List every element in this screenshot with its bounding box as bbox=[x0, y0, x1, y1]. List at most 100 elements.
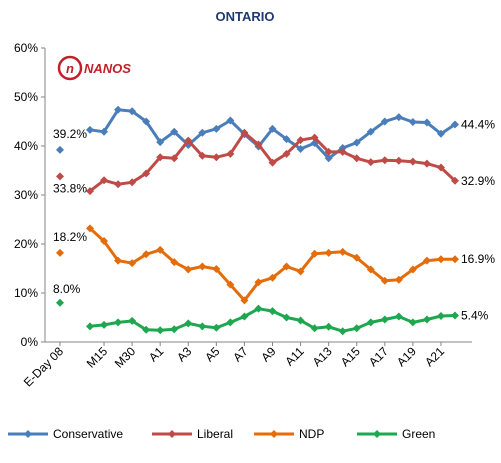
point-green bbox=[310, 324, 319, 333]
point-ndp bbox=[142, 250, 151, 259]
legend-label-green: Green bbox=[402, 427, 435, 441]
point-ndp bbox=[324, 248, 333, 257]
legend-label-ndp: NDP bbox=[299, 427, 324, 441]
legend-marker-liberal bbox=[168, 430, 176, 438]
point-ndp bbox=[156, 245, 165, 254]
point-conservative bbox=[394, 113, 403, 122]
baseline-point-liberal bbox=[56, 172, 64, 181]
point-conservative bbox=[422, 118, 431, 127]
point-ndp bbox=[254, 278, 263, 287]
point-conservative bbox=[86, 125, 94, 134]
point-liberal bbox=[240, 128, 249, 137]
point-liberal bbox=[338, 147, 347, 156]
point-ndp bbox=[394, 275, 403, 284]
point-green bbox=[226, 318, 235, 327]
point-green bbox=[114, 318, 123, 327]
y-tick-label: 50% bbox=[14, 90, 38, 104]
baseline-point-conservative bbox=[56, 145, 64, 154]
point-green bbox=[436, 312, 445, 321]
point-ndp bbox=[184, 265, 193, 274]
baseline-point-green bbox=[56, 298, 64, 307]
point-ndp bbox=[436, 255, 445, 264]
x-tick-label: A5 bbox=[202, 344, 223, 365]
point-green bbox=[198, 322, 207, 331]
x-tick-label: E-Day 08 bbox=[21, 344, 67, 390]
point-liberal bbox=[352, 154, 361, 163]
x-tick-label: A9 bbox=[258, 344, 279, 365]
point-liberal bbox=[226, 149, 235, 158]
baseline-label-green: 8.0% bbox=[53, 282, 81, 296]
point-liberal bbox=[142, 169, 151, 178]
baseline-label-liberal: 33.8% bbox=[53, 181, 87, 195]
svg-text:n: n bbox=[66, 61, 74, 76]
point-green bbox=[324, 322, 333, 331]
point-conservative bbox=[170, 127, 179, 136]
point-conservative bbox=[296, 144, 305, 153]
point-ndp bbox=[170, 258, 179, 267]
legend-label-liberal: Liberal bbox=[197, 427, 233, 441]
series-line-ndp bbox=[88, 227, 455, 302]
point-liberal bbox=[268, 158, 277, 167]
x-tick-label: A13 bbox=[310, 344, 335, 369]
x-tick-label: A15 bbox=[338, 344, 363, 369]
point-liberal bbox=[282, 149, 291, 158]
point-conservative bbox=[352, 138, 361, 147]
point-liberal bbox=[184, 136, 193, 145]
point-liberal bbox=[170, 154, 179, 163]
y-tick-label: 60% bbox=[14, 41, 38, 55]
y-tick-label: 20% bbox=[14, 237, 38, 251]
x-tick-label: A3 bbox=[174, 344, 195, 365]
point-green bbox=[170, 325, 179, 334]
point-green bbox=[184, 319, 193, 328]
latest-label-green: 5.4% bbox=[461, 309, 489, 323]
point-green bbox=[422, 315, 431, 324]
point-green bbox=[100, 320, 109, 329]
point-liberal bbox=[408, 157, 417, 166]
x-tick-label: M30 bbox=[112, 344, 139, 371]
latest-label-conservative: 44.4% bbox=[461, 117, 495, 131]
x-tick-label: A1 bbox=[146, 344, 167, 365]
x-tick-label: A19 bbox=[394, 344, 419, 369]
point-ndp bbox=[422, 256, 431, 265]
point-conservative bbox=[226, 116, 235, 125]
x-tick-label: A21 bbox=[422, 344, 447, 369]
x-tick-label: A7 bbox=[230, 344, 251, 365]
baseline-label-conservative: 39.2% bbox=[53, 127, 87, 141]
point-conservative bbox=[100, 127, 109, 136]
baseline-point-ndp bbox=[56, 248, 64, 257]
point-ndp bbox=[268, 273, 277, 282]
point-liberal bbox=[380, 156, 389, 165]
point-ndp bbox=[282, 262, 291, 271]
axes: 0% 10% 20% 30% 40% 50% 60% E-Day 08 M15 M30 A1 A3 A5… bbox=[14, 41, 472, 389]
point-liberal bbox=[114, 180, 123, 189]
point-ndp bbox=[198, 262, 207, 271]
point-green bbox=[268, 307, 277, 316]
point-conservative bbox=[268, 124, 277, 133]
point-ndp bbox=[226, 280, 235, 289]
point-ndp bbox=[366, 265, 375, 274]
point-ndp bbox=[114, 256, 123, 265]
point-green bbox=[240, 312, 249, 321]
point-green bbox=[296, 316, 305, 325]
point-liberal bbox=[310, 133, 319, 142]
point-liberal bbox=[296, 136, 305, 145]
point-ndp bbox=[296, 267, 305, 276]
point-conservative bbox=[282, 135, 291, 144]
point-conservative bbox=[142, 117, 151, 126]
point-green bbox=[86, 322, 94, 331]
point-liberal bbox=[324, 147, 333, 156]
chart-title: ONTARIO bbox=[216, 9, 275, 24]
baseline-label-ndp: 18.2% bbox=[53, 230, 87, 244]
point-liberal bbox=[254, 140, 263, 149]
y-tick-label: 10% bbox=[14, 286, 38, 300]
point-liberal bbox=[100, 176, 109, 185]
point-conservative bbox=[198, 128, 207, 137]
point-ndp bbox=[86, 224, 94, 233]
point-green bbox=[408, 318, 417, 327]
series-layer bbox=[56, 105, 459, 336]
point-green bbox=[156, 326, 165, 335]
point-ndp bbox=[240, 296, 249, 305]
nanos-logo: n NANOS bbox=[57, 55, 131, 81]
